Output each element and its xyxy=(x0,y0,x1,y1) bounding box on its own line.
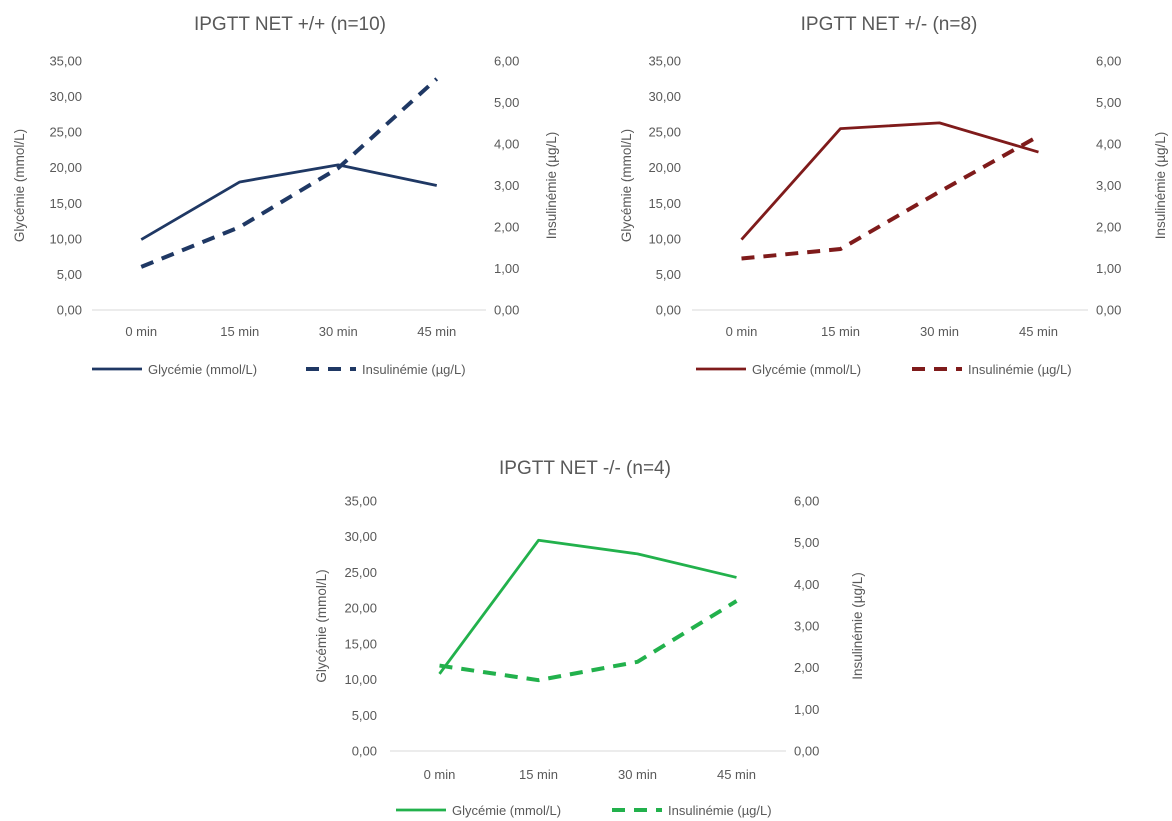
chart-1-y2-tick-label: 6,00 xyxy=(494,54,519,69)
chart-1-legend-label-glyc-mie-mmol-l: Glycémie (mmol/L) xyxy=(148,362,257,377)
chart-2-y-tick-label: 30,00 xyxy=(648,89,681,104)
chart-2-x-tick-label: 45 min xyxy=(1019,324,1058,339)
chart-3-y2-tick-label: 3,00 xyxy=(794,619,819,634)
chart-1-y2-tick-label: 3,00 xyxy=(494,178,519,193)
chart-3-y-axis-title: Glycémie (mmol/L) xyxy=(314,569,329,682)
chart-3-legend-label-glyc-mie-mmol-l: Glycémie (mmol/L) xyxy=(452,803,561,818)
chart-2-y-axis-title: Glycémie (mmol/L) xyxy=(619,129,634,242)
chart-3-x-tick-label: 45 min xyxy=(717,767,756,782)
chart-1-y2-tick-label: 2,00 xyxy=(494,220,519,235)
chart-1-series-glyc-mie-mmol-l-line xyxy=(140,163,438,241)
chart-2-y2-tick-label: 4,00 xyxy=(1096,137,1121,152)
chart-2-y2-tick-label: 0,00 xyxy=(1096,303,1121,318)
chart-3-legend-label-insulin-mie-g-l: Insulinémie (µg/L) xyxy=(668,803,772,818)
chart-3-y-tick-label: 5,00 xyxy=(352,708,377,723)
chart-1-title: IPGTT NET +/+ (n=10) xyxy=(194,14,386,35)
chart-2-y-tick-label: 20,00 xyxy=(648,160,681,175)
chart-1-y2-axis-title: Insulinémie (µg/L) xyxy=(544,132,559,240)
chart-1-y-tick-label: 30,00 xyxy=(49,89,82,104)
chart-2-y2-axis-title: Insulinémie (µg/L) xyxy=(1153,132,1168,240)
chart-1-y-tick-label: 15,00 xyxy=(49,196,82,211)
chart-3-y2-tick-label: 5,00 xyxy=(794,535,819,550)
chart-1-y-tick-label: 25,00 xyxy=(49,125,82,140)
chart-1-y-tick-label: 0,00 xyxy=(57,303,82,318)
chart-3-y2-tick-label: 4,00 xyxy=(794,577,819,592)
chart-3-x-tick-label: 30 min xyxy=(618,767,657,782)
chart-2-x-tick-label: 15 min xyxy=(821,324,860,339)
chart-3-y-tick-label: 20,00 xyxy=(344,601,377,616)
chart-1-x-tick-label: 15 min xyxy=(220,324,259,339)
chart-1-x-tick-label: 45 min xyxy=(417,324,456,339)
chart-2-y-tick-label: 10,00 xyxy=(648,231,681,246)
chart-2-y2-tick-label: 2,00 xyxy=(1096,220,1121,235)
chart-2-legend-label-glyc-mie-mmol-l: Glycémie (mmol/L) xyxy=(752,362,861,377)
chart-1: IPGTT NET +/+ (n=10) 0,00 5,00 10,00 15,00 20… xyxy=(12,14,559,377)
chart-2-y-tick-label: 25,00 xyxy=(648,125,681,140)
chart-1-legend-label-insulin-mie-g-l: Insulinémie (µg/L) xyxy=(362,362,466,377)
chart-2-y-tick-label: 15,00 xyxy=(648,196,681,211)
chart-2-y2-tick-label: 1,00 xyxy=(1096,261,1121,276)
chart-3-title: IPGTT NET -/- (n=4) xyxy=(499,458,671,479)
chart-1-y-axis-title: Glycémie (mmol/L) xyxy=(12,129,27,242)
chart-2-x-tick-label: 0 min xyxy=(726,324,758,339)
chart-2-y2-tick-label: 3,00 xyxy=(1096,178,1121,193)
chart-1-y-tick-label: 10,00 xyxy=(49,231,82,246)
chart-2-y-tick-label: 35,00 xyxy=(648,54,681,69)
chart-2-legend-label-insulin-mie-g-l: Insulinémie (µg/L) xyxy=(968,362,1072,377)
chart-1-y-tick-label: 20,00 xyxy=(49,160,82,175)
chart-2-title: IPGTT NET +/- (n=8) xyxy=(801,14,978,35)
chart-3-y2-axis-title: Insulinémie (µg/L) xyxy=(850,572,865,680)
chart-2-y2-tick-label: 6,00 xyxy=(1096,54,1121,69)
chart-3-series-insulin-mie-g-l-line xyxy=(439,599,738,683)
chart-1-y2-tick-label: 0,00 xyxy=(494,303,519,318)
chart-1-y-tick-label: 5,00 xyxy=(57,267,82,282)
chart-3-y2-tick-label: 1,00 xyxy=(794,702,819,717)
chart-3-y-tick-label: 25,00 xyxy=(344,565,377,580)
chart-1-x-tick-label: 30 min xyxy=(319,324,358,339)
chart-2-y-tick-label: 0,00 xyxy=(656,303,681,318)
chart-1-y2-tick-label: 4,00 xyxy=(494,137,519,152)
chart-1-y-tick-label: 35,00 xyxy=(49,54,82,69)
chart-2: IPGTT NET +/- (n=8) 0,00 5,00 10,00 15,00 20,… xyxy=(619,14,1168,377)
chart-3-x-tick-label: 0 min xyxy=(424,767,456,782)
chart-3-series-glyc-mie-mmol-l-line xyxy=(438,538,737,675)
chart-1-y2-tick-label: 1,00 xyxy=(494,261,519,276)
chart-2-y2-tick-label: 5,00 xyxy=(1096,95,1121,110)
chart-1-series-insulin-mie-g-l-line xyxy=(140,77,439,269)
chart-1-x-tick-label: 0 min xyxy=(125,324,157,339)
chart-3-y-tick-label: 30,00 xyxy=(344,529,377,544)
chart-3-y2-tick-label: 0,00 xyxy=(794,744,819,759)
chart-3-y-tick-label: 35,00 xyxy=(344,494,377,509)
chart-3: IPGTT NET -/- (n=4) 0,00 5,00 10,00 15,00 20,… xyxy=(314,458,865,818)
chart-3-y-tick-label: 15,00 xyxy=(344,636,377,651)
chart-3-y2-tick-label: 2,00 xyxy=(794,660,819,675)
chart-2-series-insulin-mie-g-l-line xyxy=(741,134,1040,261)
chart-3-y2-tick-label: 6,00 xyxy=(794,494,819,509)
chart-3-y-tick-label: 0,00 xyxy=(352,744,377,759)
chart-3-y-tick-label: 10,00 xyxy=(344,672,377,687)
chart-2-x-tick-label: 30 min xyxy=(920,324,959,339)
chart-3-x-tick-label: 15 min xyxy=(519,767,558,782)
chart-2-y-tick-label: 5,00 xyxy=(656,267,681,282)
chart-1-y2-tick-label: 5,00 xyxy=(494,95,519,110)
chart-2-series-glyc-mie-mmol-l-line xyxy=(740,121,1039,241)
